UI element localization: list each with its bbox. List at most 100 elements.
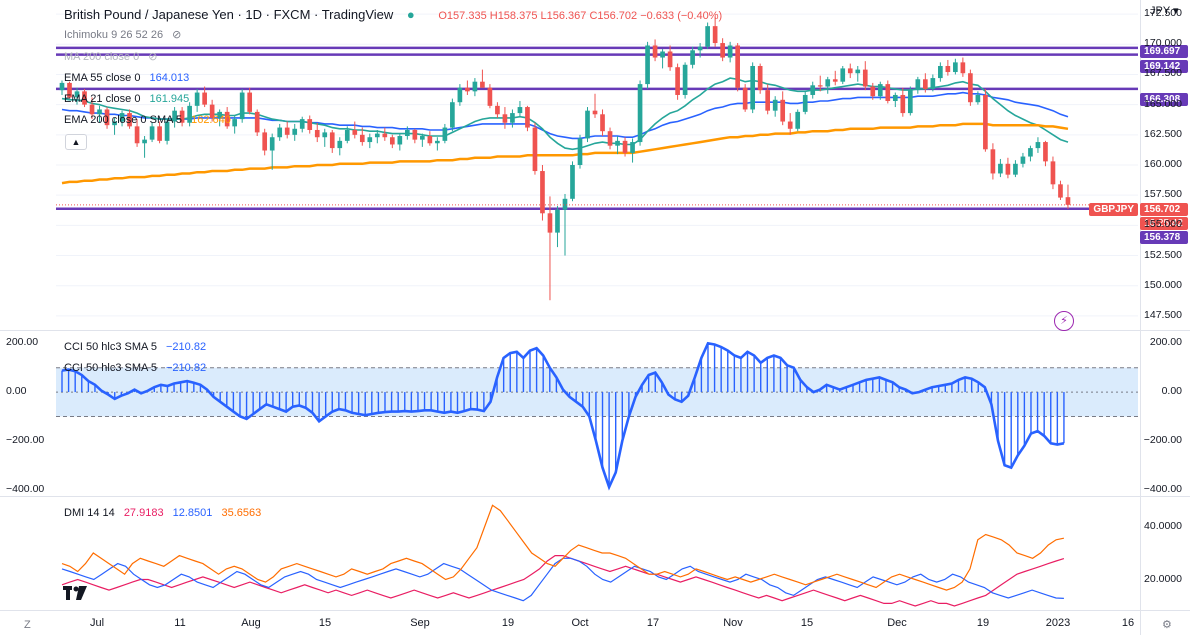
candle-body: [705, 26, 710, 47]
candle-body: [67, 82, 72, 98]
cci-axis-tick: 0.00: [1161, 385, 1182, 398]
price-axis-tick: 155.000: [1144, 218, 1182, 231]
legend-adx-value: 35.6563: [221, 507, 262, 519]
candle-body: [97, 109, 102, 115]
level-badge-1[interactable]: 169.697: [1140, 45, 1188, 58]
candle-body: [998, 163, 1003, 174]
time-axis-tick: Nov: [723, 617, 743, 629]
legend-ichimoku[interactable]: Ichimoku 9 26 52 26 ⊘: [64, 28, 181, 42]
candle-body: [915, 79, 921, 91]
candle-body: [495, 105, 500, 115]
legend-cci-value: −210.82: [166, 362, 207, 374]
candle-body: [577, 138, 583, 165]
candle-body: [1058, 184, 1063, 198]
candle-body: [742, 87, 748, 110]
candle-body: [660, 51, 665, 58]
candle-body: [652, 45, 658, 58]
legend-dmi[interactable]: DMI 14 14 27.9183 12.8501 35.6563: [64, 506, 261, 520]
tradingview-logo-icon[interactable]: [62, 582, 90, 608]
candle-body: [487, 87, 493, 106]
price-axis-tick: 152.500: [1144, 248, 1182, 261]
candle-body: [127, 113, 132, 127]
legend-ema200-label: EMA 200 close 0 SMA 5: [64, 114, 183, 126]
candle-body: [930, 78, 936, 89]
level-badge-2[interactable]: 169.142: [1140, 60, 1188, 73]
price-axis-tick: 165.000: [1144, 97, 1182, 110]
cci-axis-tick: −200.00: [6, 433, 45, 446]
candle-body: [877, 84, 883, 97]
candle-body: [517, 107, 523, 114]
last-price-badge[interactable]: 156.702: [1140, 203, 1188, 216]
eye-off-icon[interactable]: ⊘: [148, 51, 158, 63]
candle-body: [960, 62, 966, 74]
candle-body: [735, 45, 740, 88]
collapse-legend-button[interactable]: ▲: [65, 134, 87, 150]
zoom-icon[interactable]: Z: [24, 619, 31, 631]
currency-label[interactable]: JPY ▾: [1150, 4, 1179, 17]
settings-gear-icon[interactable]: ⚙: [1162, 619, 1172, 631]
candle-body: [607, 131, 613, 146]
candle-body: [615, 140, 620, 146]
cci-axis-tick: 200.00: [6, 336, 39, 349]
chevron-down-icon: ▾: [1173, 5, 1179, 17]
symbol-title[interactable]: British Pound / Japanese Yen · 1D · FXCM…: [64, 7, 394, 22]
candle-body: [600, 114, 605, 132]
candle-body: [262, 132, 268, 151]
price-axis-tick: 147.500: [1144, 308, 1182, 321]
candle-body: [337, 140, 343, 149]
legend-ma200-label: MA 200 close 0: [64, 51, 140, 63]
candle-body: [1035, 142, 1041, 149]
level-badge-3[interactable]: 166.308: [1140, 93, 1188, 106]
candle-body: [164, 121, 170, 141]
candle-body: [832, 79, 838, 82]
symbol-legend[interactable]: British Pound / Japanese Yen · 1D · FXCM…: [64, 7, 722, 22]
legend-cci-2[interactable]: CCI 50 hlc3 SMA 5 −210.82: [64, 361, 206, 375]
candle-body: [442, 127, 448, 141]
legend-cci-1[interactable]: CCI 50 hlc3 SMA 5 −210.82: [64, 340, 206, 354]
symbol-badge[interactable]: GBPJPY: [1089, 203, 1138, 216]
pane-divider-2[interactable]: [0, 496, 1190, 497]
dmi-axis-tick: 20.0000: [1144, 572, 1182, 585]
candle-body: [555, 209, 560, 233]
legend-ema55-label: EMA 55 close 0: [64, 72, 141, 84]
candle-body: [787, 121, 793, 129]
candle-body: [840, 68, 846, 82]
candle-body: [119, 113, 125, 122]
candle-body: [690, 50, 695, 65]
level-badge-4[interactable]: 156.378: [1140, 231, 1188, 244]
countdown-badge: 16:25:42: [1140, 217, 1188, 230]
candle-body: [457, 87, 463, 103]
flash-icon[interactable]: ⚡: [1054, 311, 1074, 331]
candle-body: [149, 126, 155, 140]
candle-body: [450, 102, 455, 128]
candle-body: [427, 136, 433, 144]
candle-body: [472, 81, 478, 92]
legend-ema21[interactable]: EMA 21 close 0 161.945: [64, 92, 189, 106]
candle-body: [74, 91, 80, 98]
candle-body: [675, 67, 680, 95]
live-dot-icon: ●: [406, 7, 415, 22]
eye-off-icon[interactable]: ⊘: [172, 29, 182, 41]
candle-body: [172, 110, 177, 122]
candle-body: [397, 136, 403, 145]
legend-ema200[interactable]: EMA 200 close 0 SMA 5 162.640: [64, 113, 231, 127]
time-axis-tick: Sep: [410, 617, 430, 629]
pane-divider-1[interactable]: [0, 330, 1190, 331]
time-axis-tick: Jul: [89, 617, 105, 629]
candle-body: [307, 119, 313, 130]
legend-cci-label: CCI 50 hlc3 SMA 5: [64, 362, 157, 374]
legend-dmi-minus-value: 12.8501: [172, 507, 213, 519]
candle-body: [532, 127, 538, 172]
candle-body: [1028, 148, 1033, 157]
dmi-line-2: [61, 504, 1065, 591]
candle-body: [855, 69, 861, 74]
legend-ema55[interactable]: EMA 55 close 0 164.013: [64, 71, 189, 85]
candle-body: [540, 171, 545, 214]
candle-body: [104, 109, 110, 126]
legend-cci-label: CCI 50 hlc3 SMA 5: [64, 341, 157, 353]
legend-ema55-value: 164.013: [149, 72, 190, 84]
candle-body: [277, 127, 283, 138]
legend-ma200[interactable]: MA 200 close 0 ⊘: [64, 50, 158, 64]
